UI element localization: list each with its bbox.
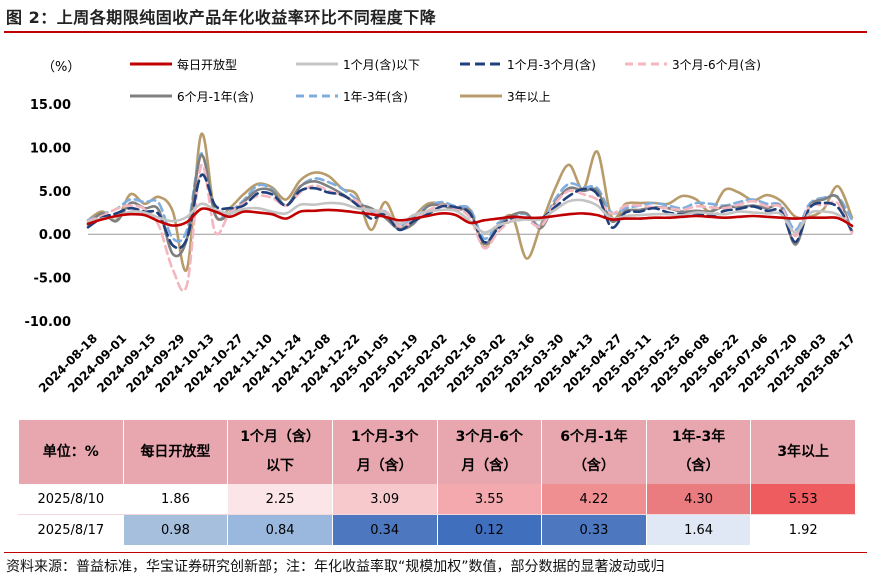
line-chart: 每日开放型 1个月(含)以下 1个月-3个月(含) 3个月-6个月(含) 6个月-1年(… xyxy=(24,57,858,395)
legend-label: 6个月-1年(含) xyxy=(177,89,254,104)
value-cell: 5.53 xyxy=(750,484,856,515)
header-text: 月（含） xyxy=(356,458,413,474)
row-date: 2025/8/17 xyxy=(18,514,124,545)
value-cell: 1.64 xyxy=(645,514,752,545)
series-line-5 xyxy=(86,152,854,243)
value-cell: 1.92 xyxy=(750,514,856,545)
y-tick-label: 5.00 xyxy=(39,185,71,200)
legend-label: 1个月(含)以下 xyxy=(343,57,420,72)
legend-label: 1年-3年(含) xyxy=(343,89,408,104)
value-cell: 3.09 xyxy=(331,484,438,515)
value-cell: 0.34 xyxy=(331,514,438,545)
header-text: （含） xyxy=(677,458,720,474)
table-header-row: 单位：% 每日开放型 1个月（含） 以下 1个月-3个 月（含） 3个月-6个 月（含） 6个月… xyxy=(18,420,856,484)
series-group xyxy=(86,132,854,293)
header-text: 3个月-6个 xyxy=(455,429,523,445)
value-cell: 0.98 xyxy=(122,514,229,545)
y-tick-label: -10.00 xyxy=(24,315,71,330)
header-text: 3年以上 xyxy=(777,443,830,460)
series-line-2 xyxy=(86,173,854,250)
value-cell: 4.30 xyxy=(645,484,752,515)
y-axis: 15.00 10.00 5.00 0.00 -5.00 -10.00 xyxy=(24,98,71,330)
value-cell: 0.12 xyxy=(436,514,543,545)
header-text: 1年-3年 xyxy=(671,429,726,445)
table-row: 2025/8/17 0.98 0.84 0.34 0.12 0.33 1.64 1.92 xyxy=(18,514,856,545)
legend-label: 3个月-6个月(含) xyxy=(672,57,761,72)
value-cell: 4.22 xyxy=(541,484,647,515)
header-text: 每日开放型 xyxy=(140,443,211,460)
header-text: 单位：% xyxy=(42,443,99,460)
header-text: 6个月-1年 xyxy=(560,429,628,445)
yield-table: 单位：% 每日开放型 1个月（含） 以下 1个月-3个 月（含） 3个月-6个 月（含） 6个月… xyxy=(18,420,856,545)
legend-label: 每日开放型 xyxy=(177,57,237,72)
table-row: 2025/8/10 1.86 2.25 3.09 3.55 4.22 4.30 5.53 xyxy=(18,484,856,515)
value-cell: 1.86 xyxy=(122,484,229,515)
value-cell: 2.25 xyxy=(227,484,333,515)
y-axis-label: （%） xyxy=(42,60,80,75)
y-tick-label: -5.00 xyxy=(34,272,71,287)
series-line-1 xyxy=(86,198,854,234)
y-tick-label: 15.00 xyxy=(30,98,71,113)
header-text: 1个月-3个 xyxy=(351,429,419,445)
legend-label: 3年以上 xyxy=(507,90,551,104)
table-header-cell: 1个月-3个 月（含） xyxy=(331,420,438,484)
header-text: 以下 xyxy=(266,458,295,474)
figure-title: 图 2：上周各期限纯固收产品年化收益率环比不同程度下降 xyxy=(6,8,437,27)
table-header-cell: 每日开放型 xyxy=(122,420,229,484)
table-header-cell: 3个月-6个 月（含） xyxy=(436,420,543,484)
series-line-3 xyxy=(86,163,854,293)
legend-label: 1个月-3个月(含) xyxy=(507,57,596,72)
y-tick-label: 10.00 xyxy=(30,141,71,156)
header-text: 月（含） xyxy=(461,458,518,474)
row-date: 2025/8/10 xyxy=(18,484,124,515)
y-tick-label: 0.00 xyxy=(39,228,71,243)
x-axis: 2024-08-182024-09-012024-09-152024-09-29… xyxy=(36,233,858,395)
footer-rule xyxy=(4,552,867,553)
title-rule xyxy=(4,31,867,33)
header-text: 1个月（含） xyxy=(240,429,320,445)
table-header-cell: 1个月（含） 以下 xyxy=(227,420,333,484)
table-header-cell: 单位：% xyxy=(18,420,124,484)
value-cell: 0.84 xyxy=(227,514,333,545)
chart-legend: 每日开放型 1个月(含)以下 1个月-3个月(含) 3个月-6个月(含) 6个月-1年(… xyxy=(130,57,761,104)
value-cell: 3.55 xyxy=(436,484,543,515)
table-header-cell: 3年以上 xyxy=(750,420,856,484)
series-line-0 xyxy=(86,207,854,227)
source-note: 资料来源：普益标准，华宝证券研究创新部；注：年化收益率取“规模加权”数值，部分数… xyxy=(6,559,665,575)
table-header-cell: 6个月-1年 （含） xyxy=(541,420,647,484)
header-text: （含） xyxy=(572,458,615,474)
table-header-cell: 1年-3年 （含） xyxy=(645,420,752,484)
value-cell: 0.33 xyxy=(541,514,647,545)
